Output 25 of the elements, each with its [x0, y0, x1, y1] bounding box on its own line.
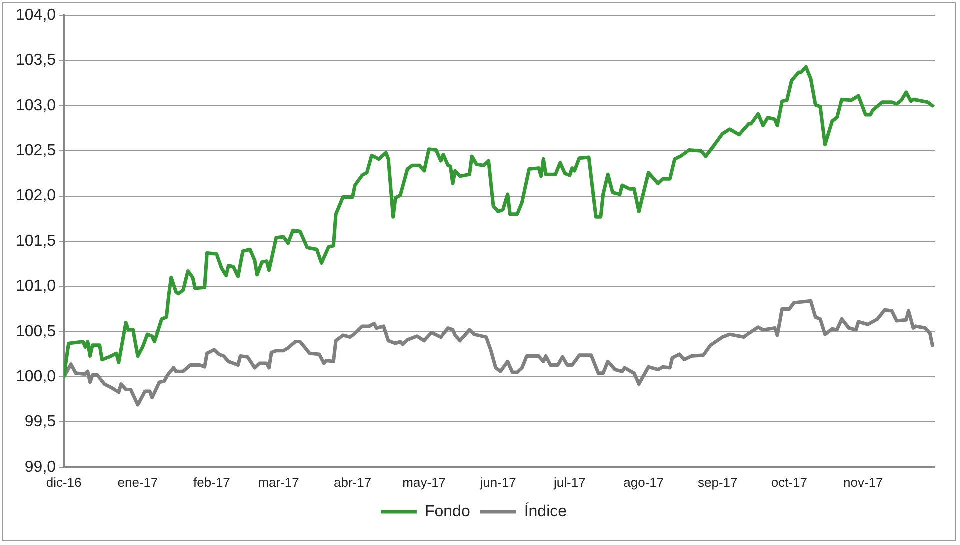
x-tick-label: ago-17	[624, 474, 664, 490]
x-tick-label: sep-17	[698, 474, 738, 490]
x-tick-label: may-17	[402, 474, 446, 490]
y-tick-label: 101,0	[16, 278, 56, 296]
x-tick-label: ene-17	[118, 474, 158, 490]
x-tick-label: jul-17	[553, 474, 586, 490]
x-tick-label: mar-17	[258, 474, 300, 490]
x-tick-label: oct-17	[771, 474, 808, 490]
x-tick-label: nov-17	[844, 474, 884, 490]
y-tick-label: 99,5	[24, 414, 56, 431]
y-tick-label: 103,5	[16, 52, 56, 70]
x-tick-label: jun-17	[479, 474, 516, 490]
legend-label: Índice	[524, 502, 568, 520]
y-tick-label: 102,5	[16, 142, 56, 160]
y-tick-label: 102,0	[16, 188, 56, 205]
x-tick-label: dic-16	[46, 474, 82, 490]
x-tick-label: abr-17	[334, 474, 372, 490]
y-tick-label: 101,5	[16, 232, 56, 250]
legend-label: Fondo	[424, 503, 470, 520]
y-tick-label: 100,0	[16, 368, 56, 386]
y-tick-label: 103,0	[16, 97, 56, 114]
x-tick-label: feb-17	[194, 474, 230, 490]
y-tick-label: 100,5	[16, 323, 56, 340]
y-tick-label: 104,0	[16, 7, 56, 24]
y-tick-label: 99,0	[24, 458, 56, 476]
